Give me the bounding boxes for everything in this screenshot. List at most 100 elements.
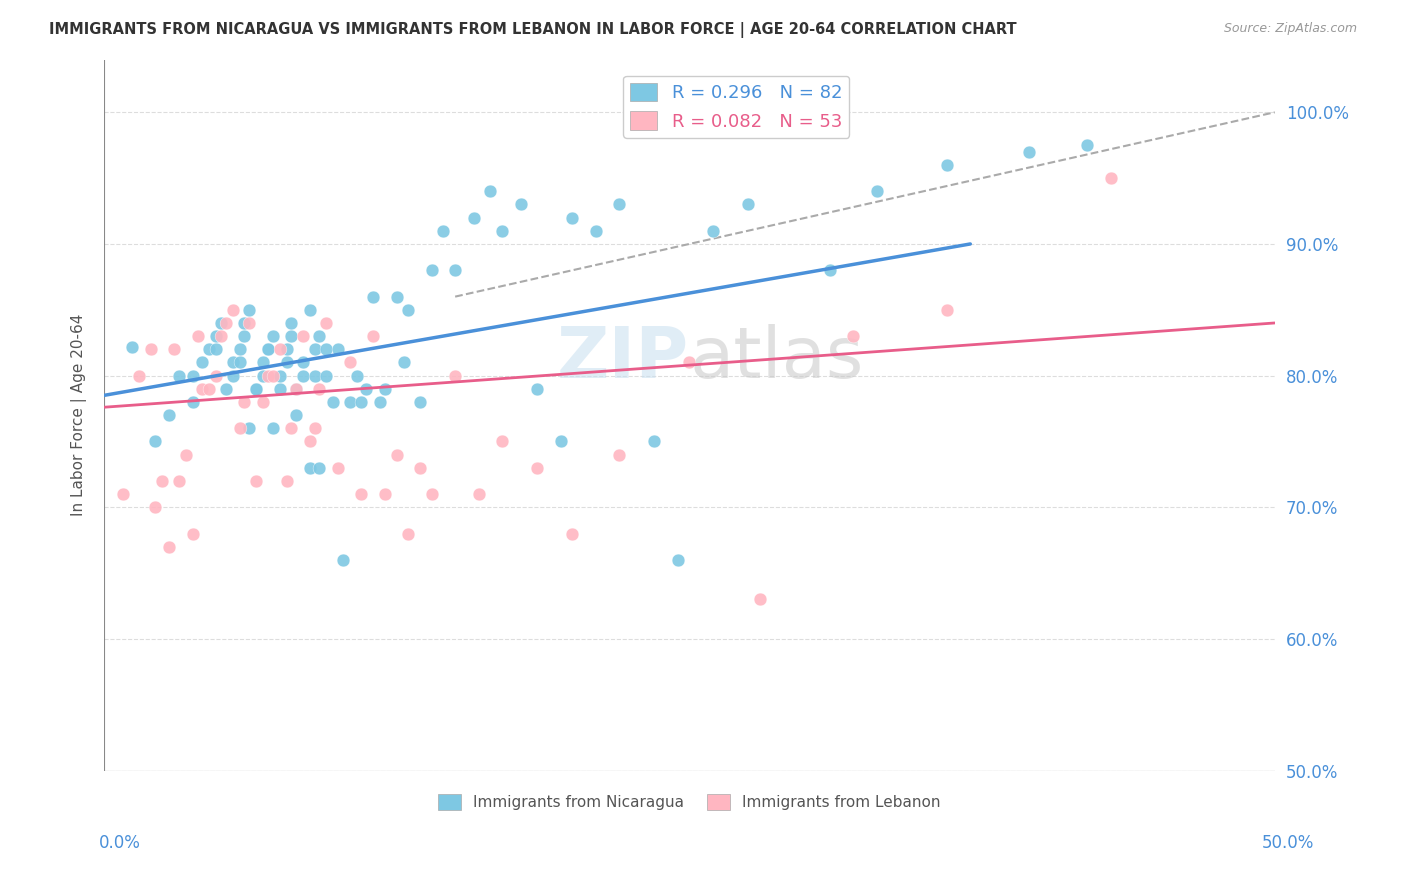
Point — [326, 343, 349, 357]
Point — [245, 382, 267, 396]
Point — [526, 460, 548, 475]
Point — [463, 211, 485, 225]
Point — [191, 382, 214, 396]
Point — [280, 316, 302, 330]
Point — [209, 329, 232, 343]
Point — [276, 343, 298, 357]
Point — [252, 368, 274, 383]
Point — [392, 355, 415, 369]
Text: 50.0%: 50.0% — [1263, 834, 1315, 852]
Y-axis label: In Labor Force | Age 20-64: In Labor Force | Age 20-64 — [72, 314, 87, 516]
Point — [748, 592, 770, 607]
Point — [228, 421, 250, 435]
Text: ZIP: ZIP — [557, 324, 689, 392]
Point — [354, 382, 377, 396]
Point — [607, 448, 630, 462]
Point — [361, 290, 384, 304]
Point — [215, 382, 238, 396]
Point — [280, 329, 302, 343]
Point — [238, 316, 260, 330]
Point — [233, 316, 256, 330]
Point — [291, 329, 314, 343]
Point — [479, 184, 502, 198]
Point — [174, 448, 197, 462]
Point — [304, 343, 326, 357]
Point — [280, 421, 302, 435]
Point — [339, 355, 361, 369]
Point — [181, 526, 204, 541]
Point — [420, 263, 443, 277]
Point — [1076, 138, 1098, 153]
Point — [284, 382, 307, 396]
Point — [245, 474, 267, 488]
Point — [233, 329, 256, 343]
Point — [252, 395, 274, 409]
Point — [396, 526, 419, 541]
Point — [191, 355, 214, 369]
Point — [842, 329, 865, 343]
Point — [607, 197, 630, 211]
Point — [145, 500, 167, 515]
Point — [385, 290, 408, 304]
Point — [491, 434, 513, 449]
Point — [284, 382, 307, 396]
Point — [332, 553, 354, 567]
Point — [308, 329, 330, 343]
Point — [256, 368, 278, 383]
Point — [269, 343, 291, 357]
Point — [269, 382, 291, 396]
Point — [308, 382, 330, 396]
Point — [238, 421, 260, 435]
Point — [396, 302, 419, 317]
Point — [420, 487, 443, 501]
Point — [444, 263, 467, 277]
Point — [215, 316, 238, 330]
Point — [228, 355, 250, 369]
Point — [509, 197, 531, 211]
Point — [252, 355, 274, 369]
Point — [276, 474, 298, 488]
Point — [187, 329, 209, 343]
Point — [205, 329, 228, 343]
Point — [205, 343, 228, 357]
Point — [209, 316, 232, 330]
Point — [128, 368, 150, 383]
Point — [298, 434, 321, 449]
Point — [284, 408, 307, 422]
Text: 0.0%: 0.0% — [98, 834, 141, 852]
Text: IMMIGRANTS FROM NICARAGUA VS IMMIGRANTS FROM LEBANON IN LABOR FORCE | AGE 20-64 : IMMIGRANTS FROM NICARAGUA VS IMMIGRANTS … — [49, 22, 1017, 38]
Point — [326, 460, 349, 475]
Point — [702, 224, 724, 238]
Point — [666, 553, 689, 567]
Point — [678, 355, 700, 369]
Point — [737, 197, 759, 211]
Point — [935, 158, 957, 172]
Point — [346, 368, 368, 383]
Point — [233, 395, 256, 409]
Point — [181, 368, 204, 383]
Point — [222, 368, 245, 383]
Point — [409, 395, 432, 409]
Point — [222, 302, 245, 317]
Point — [467, 487, 489, 501]
Point — [262, 329, 284, 343]
Point — [361, 329, 384, 343]
Point — [865, 184, 887, 198]
Point — [111, 487, 134, 501]
Point — [339, 395, 361, 409]
Point — [298, 302, 321, 317]
Point — [291, 355, 314, 369]
Point — [409, 460, 432, 475]
Point — [368, 395, 391, 409]
Point — [1018, 145, 1040, 159]
Point — [238, 302, 260, 317]
Point — [298, 460, 321, 475]
Point — [308, 460, 330, 475]
Point — [159, 408, 181, 422]
Point — [385, 448, 408, 462]
Point — [167, 368, 190, 383]
Point — [256, 343, 278, 357]
Point — [1099, 171, 1122, 186]
Point — [228, 343, 250, 357]
Point — [526, 382, 548, 396]
